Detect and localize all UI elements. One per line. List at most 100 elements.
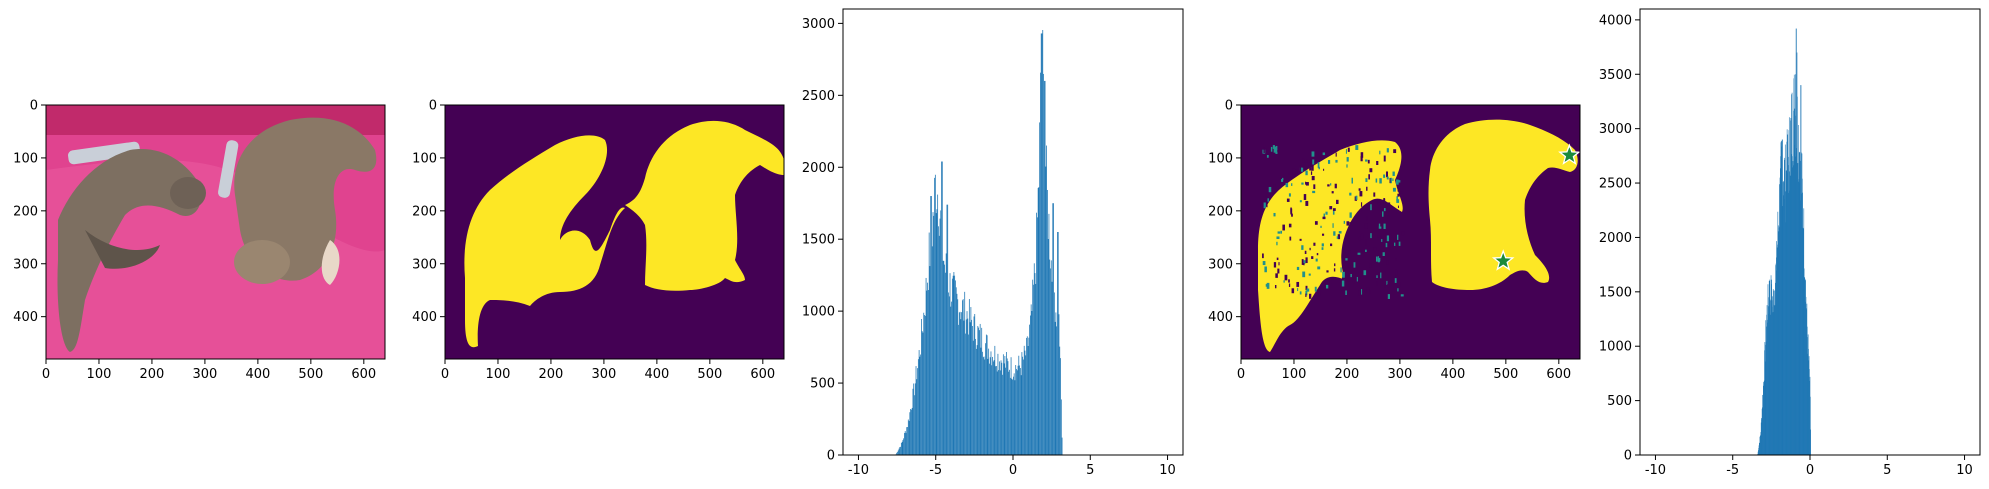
prediction-image: [1241, 105, 1580, 359]
histogram-bar: [990, 351, 992, 455]
speckle: [1266, 155, 1269, 158]
speckle: [1305, 293, 1307, 297]
histogram-bar: [1763, 385, 1764, 455]
speckle: [1314, 286, 1317, 292]
histogram-bar: [1772, 296, 1773, 455]
histogram-bar: [1028, 337, 1030, 455]
histogram-bar: [1002, 354, 1004, 455]
speckle: [1394, 242, 1396, 246]
histogram-bar: [955, 280, 956, 455]
histogram-bar: [1783, 181, 1784, 455]
histogram-bar: [1777, 244, 1778, 455]
speckle: [1295, 169, 1298, 174]
histogram-bar: [1793, 78, 1795, 456]
histogram-bar: [1760, 432, 1762, 455]
speckle: [1387, 284, 1390, 288]
histogram-bar: [1030, 304, 1032, 455]
histogram-bar: [977, 326, 979, 455]
y-tick-label: 2000: [802, 161, 835, 176]
speckle: [1316, 253, 1319, 256]
x-tick-label: 200: [539, 367, 564, 382]
histogram-bar: [918, 350, 920, 455]
speckle: [1363, 270, 1367, 276]
histogram-bar: [1010, 357, 1012, 455]
histogram-bar: [1801, 178, 1803, 455]
speckle: [1392, 171, 1395, 176]
histogram-bar: [933, 215, 935, 455]
histogram-bar: [1777, 211, 1779, 455]
histogram-bar: [1783, 182, 1785, 455]
histogram-bar: [1787, 172, 1788, 455]
histogram-bar: [1791, 94, 1792, 456]
speckle: [1383, 198, 1386, 204]
speckle: [1397, 234, 1399, 240]
histogram-bar: [1803, 255, 1804, 455]
histogram-bar: [941, 161, 942, 455]
histogram-bar: [903, 438, 905, 455]
mask-ticks: 0 100 200 300 400 500 600 0 100 200 300 400: [412, 99, 775, 383]
histogram-bar: [1802, 192, 1803, 456]
x-tick-label: 5: [1883, 463, 1891, 478]
speckle: [1299, 238, 1302, 241]
speckle: [1366, 186, 1368, 191]
histogram-bar: [1778, 225, 1779, 455]
histogram-bar: [1024, 350, 1026, 455]
y-tick-label: 200: [13, 204, 38, 219]
speckle: [1375, 178, 1378, 183]
histogram-bar: [1006, 352, 1007, 455]
histogram-bar: [1034, 273, 1036, 455]
speckle: [1378, 257, 1381, 262]
histogram-bar: [940, 210, 942, 455]
histogram-bar: [958, 324, 959, 455]
histogram-bar: [904, 431, 906, 455]
histogram-bar: [1786, 129, 1788, 455]
histogram-bar: [997, 353, 999, 455]
cat-photo-image: [46, 105, 385, 359]
histogram-bar: [983, 356, 985, 455]
speckle: [1386, 235, 1390, 242]
speckle: [1356, 276, 1358, 282]
speckle: [1385, 242, 1388, 248]
speckle: [1286, 198, 1290, 202]
histogram-bar: [1029, 324, 1030, 455]
histogram-bar: [969, 322, 971, 455]
histogram-bar: [1763, 381, 1764, 455]
speckle: [1358, 188, 1361, 191]
speckle: [1317, 266, 1321, 270]
histogram-bar: [944, 264, 945, 455]
speckle: [1358, 236, 1361, 241]
histogram-bar: [1800, 85, 1802, 456]
speckle: [1387, 215, 1390, 219]
speckle: [1357, 252, 1361, 255]
y-tick-label: 1000: [802, 305, 835, 320]
speckle: [1321, 247, 1324, 250]
speckle: [1305, 257, 1308, 264]
histogram-bar: [1775, 282, 1776, 455]
histogram-bar: [1806, 309, 1807, 455]
speckle: [1349, 192, 1352, 196]
speckle: [1305, 290, 1308, 296]
histogram-bar: [1059, 346, 1061, 455]
speckle: [1289, 236, 1292, 241]
histogram-bar: [910, 409, 911, 455]
speckle: [1330, 183, 1332, 186]
histogram-bar: [920, 354, 922, 455]
histogram-bar: [951, 278, 953, 455]
histogram-bar: [1047, 189, 1048, 455]
histogram-bar: [987, 358, 989, 455]
histogram-bar: [1798, 124, 1799, 456]
speckle: [1262, 261, 1266, 266]
speckle: [1327, 184, 1330, 187]
speckle: [1400, 191, 1403, 194]
histogram-bar: [948, 296, 950, 455]
histogram-bar: [1771, 284, 1772, 455]
speckle: [1349, 212, 1352, 218]
y-tick-label: 1500: [1599, 285, 1632, 300]
speckle: [1310, 171, 1313, 175]
speckle: [1276, 236, 1280, 240]
histogram-bar: [949, 273, 951, 455]
speckle: [1301, 245, 1304, 250]
speckle: [1382, 211, 1384, 217]
speckle: [1347, 278, 1350, 282]
y-tick-label: 3500: [1599, 68, 1632, 83]
